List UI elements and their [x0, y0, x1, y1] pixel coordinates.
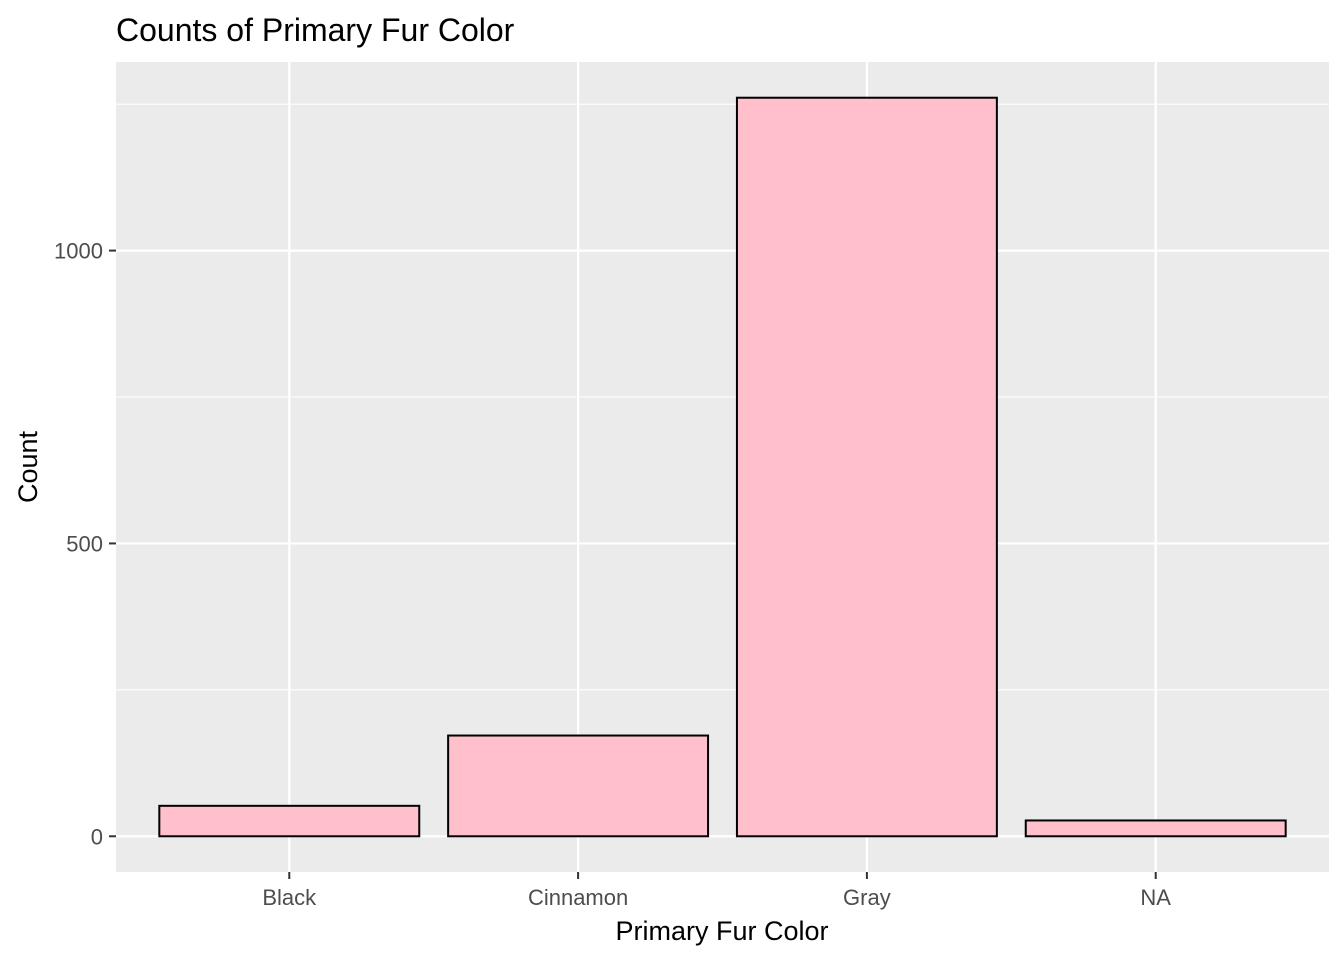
x-axis: Black Cinnamon Gray NA: [262, 872, 1171, 910]
y-axis: 0 500 1000: [54, 239, 116, 849]
bar-gray: [735, 96, 998, 838]
y-tick-label: 0: [91, 824, 103, 849]
x-tick-label-cinnamon: Cinnamon: [528, 885, 628, 910]
bar-na: [1024, 819, 1287, 838]
chart-title: Counts of Primary Fur Color: [116, 12, 515, 48]
plot-panel: [116, 62, 1329, 872]
bar-cinnamon: [447, 734, 710, 838]
bar-black: [158, 804, 421, 838]
minor-gridlines: [116, 103, 1329, 691]
y-axis-title: Count: [13, 430, 43, 503]
x-tick-label-gray: Gray: [843, 885, 891, 910]
bars: [158, 96, 1287, 838]
x-axis-title: Primary Fur Color: [615, 916, 828, 946]
y-tick-label: 1000: [54, 239, 103, 264]
x-tick-label-na: NA: [1140, 885, 1171, 910]
x-tick-label-black: Black: [262, 885, 317, 910]
y-tick-label: 500: [66, 531, 103, 556]
